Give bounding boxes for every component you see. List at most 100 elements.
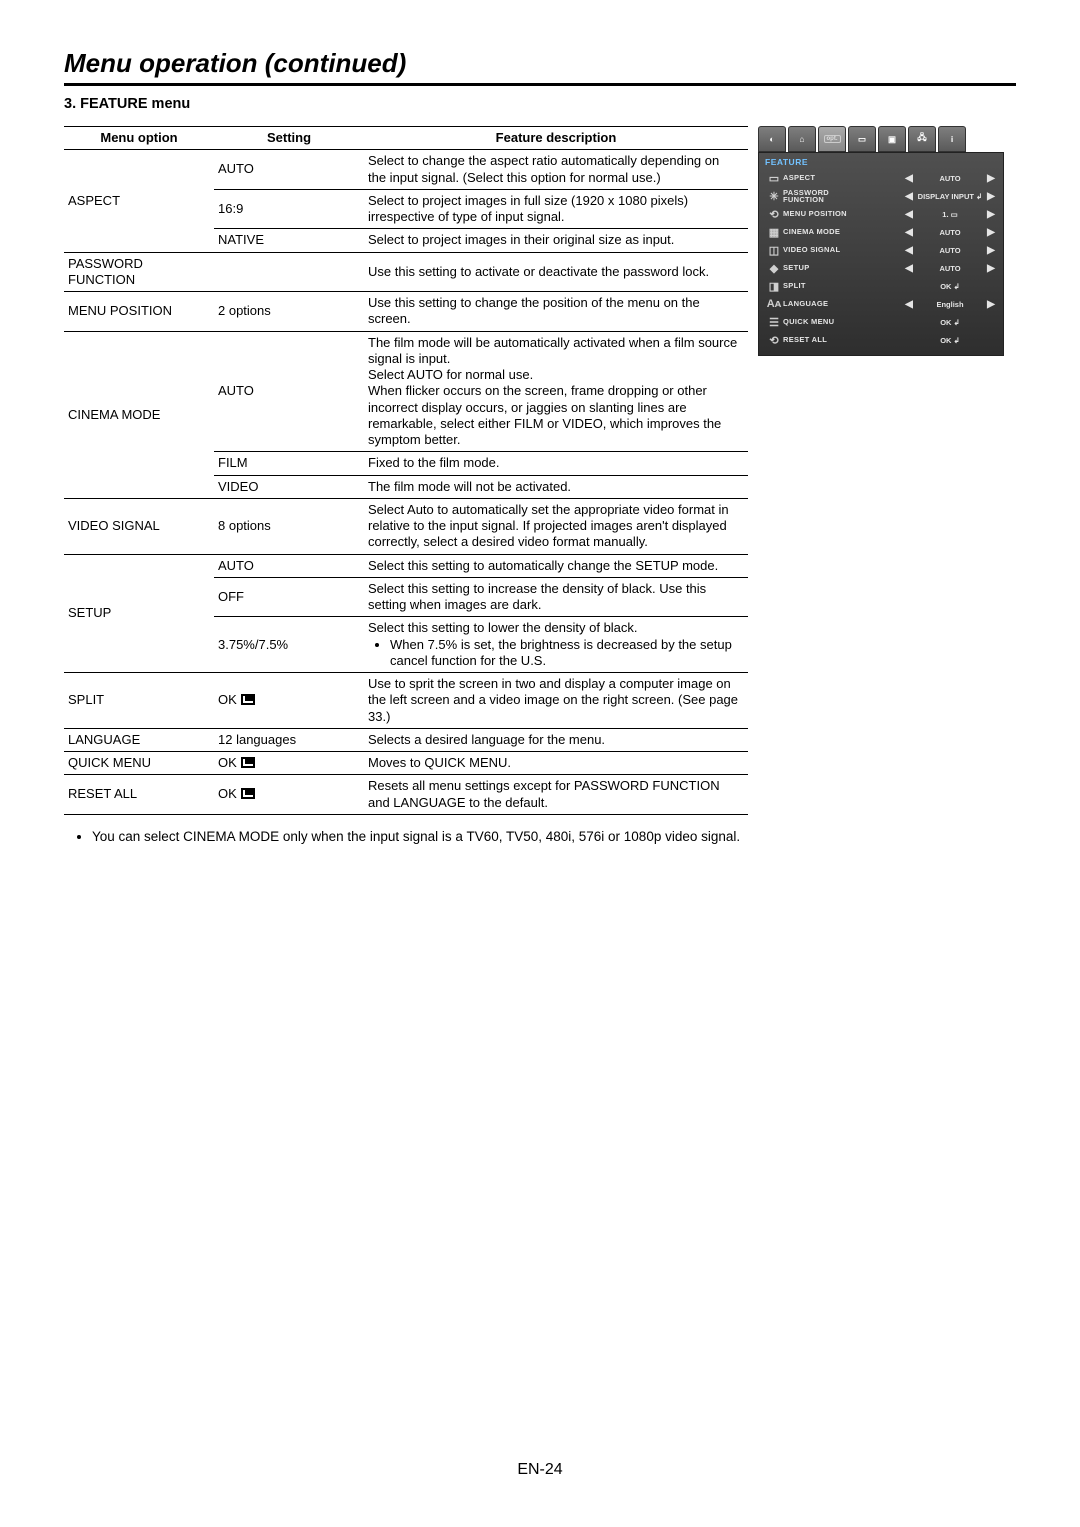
cell-desc: Moves to QUICK MENU. <box>364 752 748 775</box>
osd-screenshot: ◐⌂opt.▭▣🖧i FEATURE ▭ASPECT◀AUTO▶✳PASSWOR… <box>758 126 1004 356</box>
osd-row-icon: ◆ <box>765 262 783 275</box>
cell-desc: The film mode will not be activated. <box>364 475 748 498</box>
cell-desc: Select this setting to lower the density… <box>364 617 748 673</box>
osd-row-label: RESET ALL <box>783 336 903 344</box>
osd-row-icon: ✳ <box>765 190 783 203</box>
right-arrow-icon: ▶ <box>985 227 997 238</box>
osd-row-label: QUICK MENU <box>783 318 903 326</box>
table-row: ASPECTAUTOSelect to change the aspect ra… <box>64 150 748 190</box>
osd-row-value: English <box>915 300 985 309</box>
osd-tab: i <box>938 126 966 152</box>
osd-row-icon: Aᴀ <box>765 298 783 310</box>
cell-desc: Select this setting to increase the dens… <box>364 577 748 617</box>
right-arrow-icon: ▶ <box>985 209 997 220</box>
cell-setting: 8 options <box>214 498 364 554</box>
cell-setting: AUTO <box>214 150 364 190</box>
osd-row-icon: ◨ <box>765 280 783 293</box>
cell-desc: Use to sprit the screen in two and displ… <box>364 673 748 729</box>
cell-desc: Use this setting to activate or deactiva… <box>364 252 748 292</box>
osd-row-icon: ☰ <box>765 316 783 329</box>
feature-table: Menu option Setting Feature description … <box>64 126 748 815</box>
th-desc: Feature description <box>364 127 748 150</box>
left-arrow-icon: ◀ <box>903 263 915 274</box>
osd-row: ◨SPLIT◀OK ↲▶ <box>765 277 997 295</box>
cell-option: ASPECT <box>64 150 214 252</box>
cell-setting: OFF <box>214 577 364 617</box>
osd-row-icon: ⟲ <box>765 208 783 221</box>
cell-desc: Select Auto to automatically set the app… <box>364 498 748 554</box>
th-setting: Setting <box>214 127 364 150</box>
enter-icon <box>241 788 255 799</box>
osd-tab: 🖧 <box>908 126 936 152</box>
osd-row-icon: ◫ <box>765 244 783 257</box>
left-arrow-icon: ◀ <box>903 227 915 238</box>
osd-row-label: VIDEO SIGNAL <box>783 246 903 254</box>
left-arrow-icon: ◀ <box>903 191 915 202</box>
osd-row-icon: ⟲ <box>765 334 783 347</box>
osd-row-label: LANGUAGE <box>783 300 903 308</box>
osd-tab: ◐ <box>758 126 786 152</box>
cell-setting: NATIVE <box>214 229 364 252</box>
table-row: LANGUAGE12 languagesSelects a desired la… <box>64 728 748 751</box>
cell-option: MENU POSITION <box>64 292 214 332</box>
osd-row-label: SPLIT <box>783 282 903 290</box>
cell-option: SETUP <box>64 554 214 673</box>
th-option: Menu option <box>64 127 214 150</box>
osd-row-value: DISPLAY INPUT ↲ <box>915 192 985 201</box>
table-row: VIDEO SIGNAL8 optionsSelect Auto to auto… <box>64 498 748 554</box>
cell-setting: 12 languages <box>214 728 364 751</box>
cell-desc: Select to project images in full size (1… <box>364 189 748 229</box>
osd-row: ☰QUICK MENU◀OK ↲▶ <box>765 313 997 331</box>
cell-desc: Selects a desired language for the menu. <box>364 728 748 751</box>
cell-desc: Fixed to the film mode. <box>364 452 748 475</box>
osd-row-label: PASSWORD FUNCTION <box>783 189 903 204</box>
cell-option: VIDEO SIGNAL <box>64 498 214 554</box>
page-title: Menu operation (continued) <box>64 48 1016 86</box>
table-row: MENU POSITION2 optionsUse this setting t… <box>64 292 748 332</box>
osd-row-label: SETUP <box>783 264 903 272</box>
cell-setting: 2 options <box>214 292 364 332</box>
cell-option: QUICK MENU <box>64 752 214 775</box>
osd-row-icon: ▭ <box>765 172 783 185</box>
enter-icon <box>241 694 255 705</box>
left-arrow-icon: ◀ <box>903 299 915 310</box>
right-arrow-icon: ▶ <box>985 245 997 256</box>
cell-setting: 16:9 <box>214 189 364 229</box>
right-arrow-icon: ▶ <box>985 263 997 274</box>
left-arrow-icon: ◀ <box>903 173 915 184</box>
cell-setting: OK <box>214 752 364 775</box>
cell-setting: AUTO <box>214 554 364 577</box>
section-heading: 3. FEATURE menu <box>64 96 1016 112</box>
cell-setting <box>214 252 364 292</box>
cell-setting: VIDEO <box>214 475 364 498</box>
cell-desc: Select to change the aspect ratio automa… <box>364 150 748 190</box>
cell-desc: Resets all menu settings except for PASS… <box>364 775 748 815</box>
page-number: EN-24 <box>0 1461 1080 1479</box>
osd-tab: ▭ <box>848 126 876 152</box>
osd-row: ◫VIDEO SIGNAL◀AUTO▶ <box>765 241 997 259</box>
osd-tab: ⌂ <box>788 126 816 152</box>
cell-setting: OK <box>214 673 364 729</box>
osd-row-label: CINEMA MODE <box>783 228 903 236</box>
osd-row: ▭ASPECT◀AUTO▶ <box>765 169 997 187</box>
osd-row-value: AUTO <box>915 174 985 183</box>
desc-bullet: When 7.5% is set, the brightness is decr… <box>390 637 740 670</box>
table-row: RESET ALLOKResets all menu settings exce… <box>64 775 748 815</box>
table-row: PASSWORD FUNCTION Use this setting to act… <box>64 252 748 292</box>
cell-option: PASSWORD FUNCTION <box>64 252 214 292</box>
enter-icon <box>241 757 255 768</box>
cell-option: LANGUAGE <box>64 728 214 751</box>
table-row: QUICK MENUOKMoves to QUICK MENU. <box>64 752 748 775</box>
cell-setting: AUTO <box>214 331 364 452</box>
osd-row-value: OK ↲ <box>915 336 985 345</box>
cell-setting: OK <box>214 775 364 815</box>
cell-desc: Select to project images in their origin… <box>364 229 748 252</box>
osd-row-label: ASPECT <box>783 174 903 182</box>
osd-row: ⟲MENU POSITION◀1. ▭▶ <box>765 205 997 223</box>
osd-row-value: AUTO <box>915 246 985 255</box>
osd-row: AᴀLANGUAGE◀English▶ <box>765 295 997 313</box>
osd-tab: opt. <box>818 126 846 152</box>
footnote: You can select CINEMA MODE only when the… <box>92 829 1016 844</box>
table-row: CINEMA MODEAUTOThe film mode will be aut… <box>64 331 748 452</box>
osd-row-icon: ▦ <box>765 226 783 239</box>
